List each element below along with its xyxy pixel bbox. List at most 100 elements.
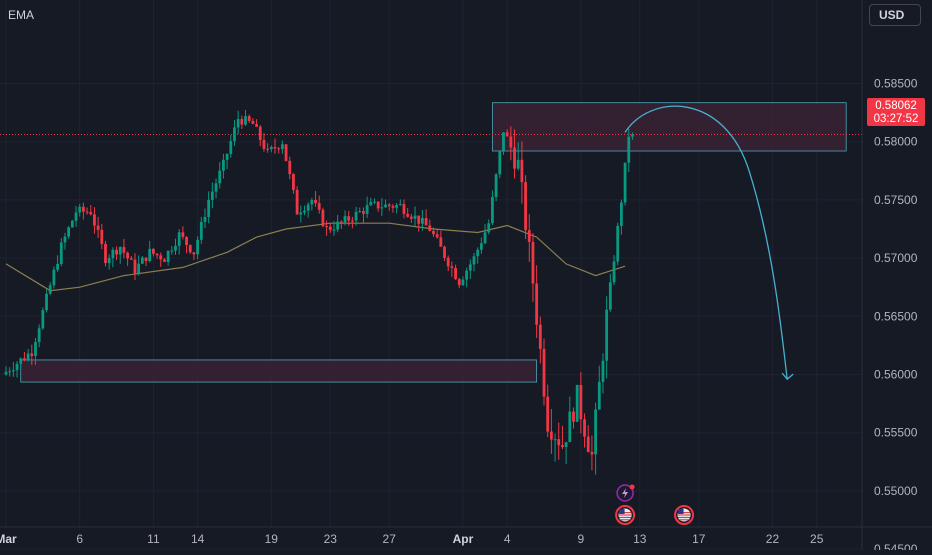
x-tick-label: 13 [633,532,647,546]
candle-down [513,147,516,169]
candle-up [553,439,557,441]
candle-up [608,282,612,310]
y-tick-label: 0.56500 [874,309,918,323]
candle-down [362,211,365,214]
candle-down [96,225,100,230]
candle-up [358,211,362,213]
flag-canton [619,509,625,514]
candle-up [502,132,505,151]
candle-down [152,248,155,254]
candle-up [332,229,336,231]
candle-down [586,436,590,452]
candle-up [461,279,465,286]
x-tick-label: 11 [147,532,160,546]
candle-down [443,246,446,258]
y-tick-label: 0.54500 [874,542,918,550]
candle-up [166,250,170,262]
candle-up [78,206,82,213]
candle-up [616,225,620,262]
candle-down [104,243,107,264]
candle-down [549,431,553,440]
candle-up [303,210,306,213]
candle-down [181,232,185,237]
candle-up [612,261,616,283]
demand-zone [20,359,538,383]
candle-up [564,442,568,447]
candle-down [428,225,432,231]
x-tick-label: 6 [76,532,83,546]
candle-up [37,328,41,343]
candle-down [115,249,118,255]
candle-down [325,226,328,228]
candle-up [594,409,597,455]
candle-down [535,283,539,325]
candle-up [203,216,207,222]
candle-up [229,141,233,154]
candle-up [354,211,358,221]
currency-button[interactable]: USD [869,4,921,26]
candle-down [339,221,343,223]
candle-up [269,146,273,150]
candle-up [41,310,45,329]
candle-up [67,227,71,237]
candle-up [384,204,387,208]
candle-up [174,245,177,251]
candle-up [222,159,225,171]
candle-up [45,293,48,311]
y-tick-label: 0.55500 [874,426,918,440]
candle-down [546,396,550,432]
candle-down [505,132,509,137]
candle-up [631,134,634,137]
candle-down [185,236,188,246]
candle-down [527,230,531,242]
candle-up [395,204,399,208]
y-tick-label: 0.58000 [874,135,918,149]
candle-down [23,358,26,360]
candle-down [572,411,575,422]
candle-up [465,270,469,280]
indicator-label[interactable]: EMA [8,8,35,22]
candle-down [133,259,137,274]
candle-up [398,204,402,206]
candle-down [159,255,163,260]
x-tick-label: 23 [324,532,338,546]
candle-down [435,234,439,238]
candle-up [177,232,181,246]
x-tick-label: 14 [191,532,205,546]
candle-down [81,206,85,212]
us-flag-event-icon[interactable] [615,505,636,525]
candle-up [369,201,373,206]
candle-up [118,247,122,255]
candle-up [373,201,376,203]
candle-down [144,257,148,262]
x-tick-label: Apr [453,532,474,546]
candle-up [15,363,19,371]
ema-line [5,222,626,292]
candle-down [457,279,461,286]
candle-down [273,146,277,149]
event-dot [629,484,635,490]
candle-up [306,204,310,211]
candle-up [472,256,476,265]
candle-up [26,353,30,360]
last-price-value: 0.58062 [875,100,917,112]
us-flag-event-icon[interactable] [674,505,695,525]
projection-arrowhead [781,372,794,381]
candle-up [70,220,74,228]
candle-down [192,252,196,255]
candle-up [476,249,480,257]
candle-up [214,183,218,192]
x-tick-label: 22 [766,532,780,546]
candle-down [258,126,262,140]
x-tick-label: 27 [383,532,397,546]
x-tick-label: 4 [504,532,511,546]
candle-up [491,196,494,224]
candle-down [277,148,281,150]
candle-down [439,237,443,247]
candle-down [417,215,421,224]
x-tick-label: 25 [810,532,824,546]
candle-up [310,199,314,205]
y-tick-label: 0.57500 [874,193,918,207]
